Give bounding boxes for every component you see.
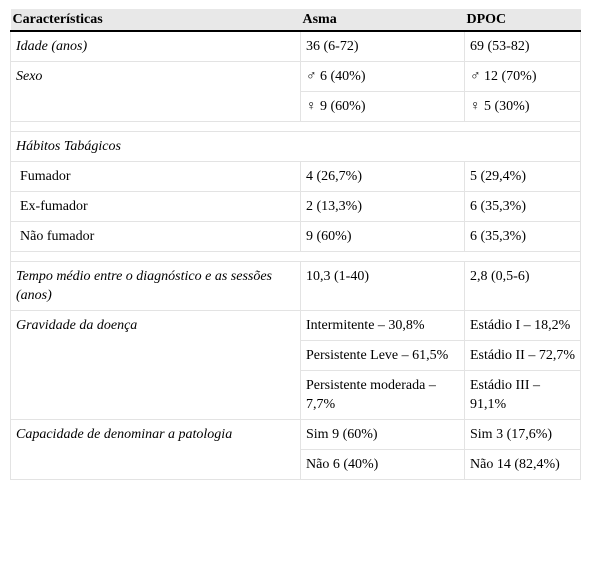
cell-exfumador-dpoc: 6 (35,3%)	[464, 191, 581, 222]
header-characteristics: Características	[10, 9, 301, 32]
header-dpoc: DPOC	[464, 9, 581, 32]
cell-tempo-asma: 10,3 (1-40)	[300, 261, 465, 311]
row-label-habitos: Hábitos Tabágicos	[10, 131, 581, 162]
row-label-exfumador: Ex-fumador	[10, 191, 301, 222]
cell-fumador-dpoc: 5 (29,4%)	[464, 161, 581, 192]
table-row: Capacidade de denominar a patologia Sim …	[10, 419, 581, 450]
cell-gravidade-dpoc-2: Estádio II – 72,7%	[464, 340, 581, 371]
cell-idade-dpoc: 69 (53-82)	[464, 30, 581, 62]
row-label-tempo: Tempo médio entre o diagnóstico e as ses…	[10, 261, 301, 311]
table-row: Idade (anos) 36 (6-72) 69 (53-82)	[10, 30, 581, 62]
table-row: Sexo ♂ 6 (40%) ♂ 12 (70%)	[10, 61, 581, 92]
empty-cell	[10, 340, 301, 371]
table-row: Não 6 (40%) Não 14 (82,4%)	[10, 449, 581, 480]
cell-fumador-asma: 4 (26,7%)	[300, 161, 465, 192]
row-label-fumador: Fumador	[10, 161, 301, 192]
cell-gravidade-asma-1: Intermitente – 30,8%	[300, 310, 465, 341]
header-asma: Asma	[300, 9, 465, 32]
cell-idade-asma: 36 (6-72)	[300, 30, 465, 62]
row-label-idade: Idade (anos)	[10, 30, 301, 62]
table-row: Não fumador 9 (60%) 6 (35,3%)	[10, 221, 581, 252]
cell-sexo-dpoc-m: ♂ 12 (70%)	[464, 61, 581, 92]
cell-capacidade-asma-2: Não 6 (40%)	[300, 449, 465, 480]
spacer-row	[10, 251, 581, 262]
row-label-gravidade: Gravidade da doença	[10, 310, 301, 341]
cell-sexo-asma-m: ♂ 6 (40%)	[300, 61, 465, 92]
cell-exfumador-asma: 2 (13,3%)	[300, 191, 465, 222]
table-row: ♀ 9 (60%) ♀ 5 (30%)	[10, 91, 581, 122]
row-label-naofumador: Não fumador	[10, 221, 301, 252]
cell-capacidade-dpoc-1: Sim 3 (17,6%)	[464, 419, 581, 450]
cell-gravidade-dpoc-1: Estádio I – 18,2%	[464, 310, 581, 341]
table-row: Hábitos Tabágicos	[10, 131, 581, 162]
cell-gravidade-dpoc-3: Estádio III – 91,1%	[464, 370, 581, 420]
empty-cell	[10, 370, 301, 420]
table-row: Tempo médio entre o diagnóstico e as ses…	[10, 261, 581, 311]
characteristics-table: Características Asma DPOC Idade (anos) 3…	[10, 9, 581, 480]
cell-capacidade-dpoc-2: Não 14 (82,4%)	[464, 449, 581, 480]
cell-capacidade-asma-1: Sim 9 (60%)	[300, 419, 465, 450]
cell-sexo-asma-f: ♀ 9 (60%)	[300, 91, 465, 122]
empty-cell	[10, 91, 301, 122]
table-row: Persistente moderada – 7,7% Estádio III …	[10, 370, 581, 420]
spacer-row	[10, 121, 581, 132]
table-row: Ex-fumador 2 (13,3%) 6 (35,3%)	[10, 191, 581, 222]
cell-gravidade-asma-2: Persistente Leve – 61,5%	[300, 340, 465, 371]
row-label-capacidade: Capacidade de denominar a patologia	[10, 419, 301, 450]
cell-naofumador-dpoc: 6 (35,3%)	[464, 221, 581, 252]
row-label-sexo: Sexo	[10, 61, 301, 92]
table-row: Gravidade da doença Intermitente – 30,8%…	[10, 310, 581, 341]
table-row: Persistente Leve – 61,5% Estádio II – 72…	[10, 340, 581, 371]
cell-gravidade-asma-3: Persistente moderada – 7,7%	[300, 370, 465, 420]
cell-naofumador-asma: 9 (60%)	[300, 221, 465, 252]
cell-sexo-dpoc-f: ♀ 5 (30%)	[464, 91, 581, 122]
table-row: Fumador 4 (26,7%) 5 (29,4%)	[10, 161, 581, 192]
cell-tempo-dpoc: 2,8 (0,5-6)	[464, 261, 581, 311]
empty-cell	[10, 449, 301, 480]
header-row: Características Asma DPOC	[10, 9, 581, 32]
